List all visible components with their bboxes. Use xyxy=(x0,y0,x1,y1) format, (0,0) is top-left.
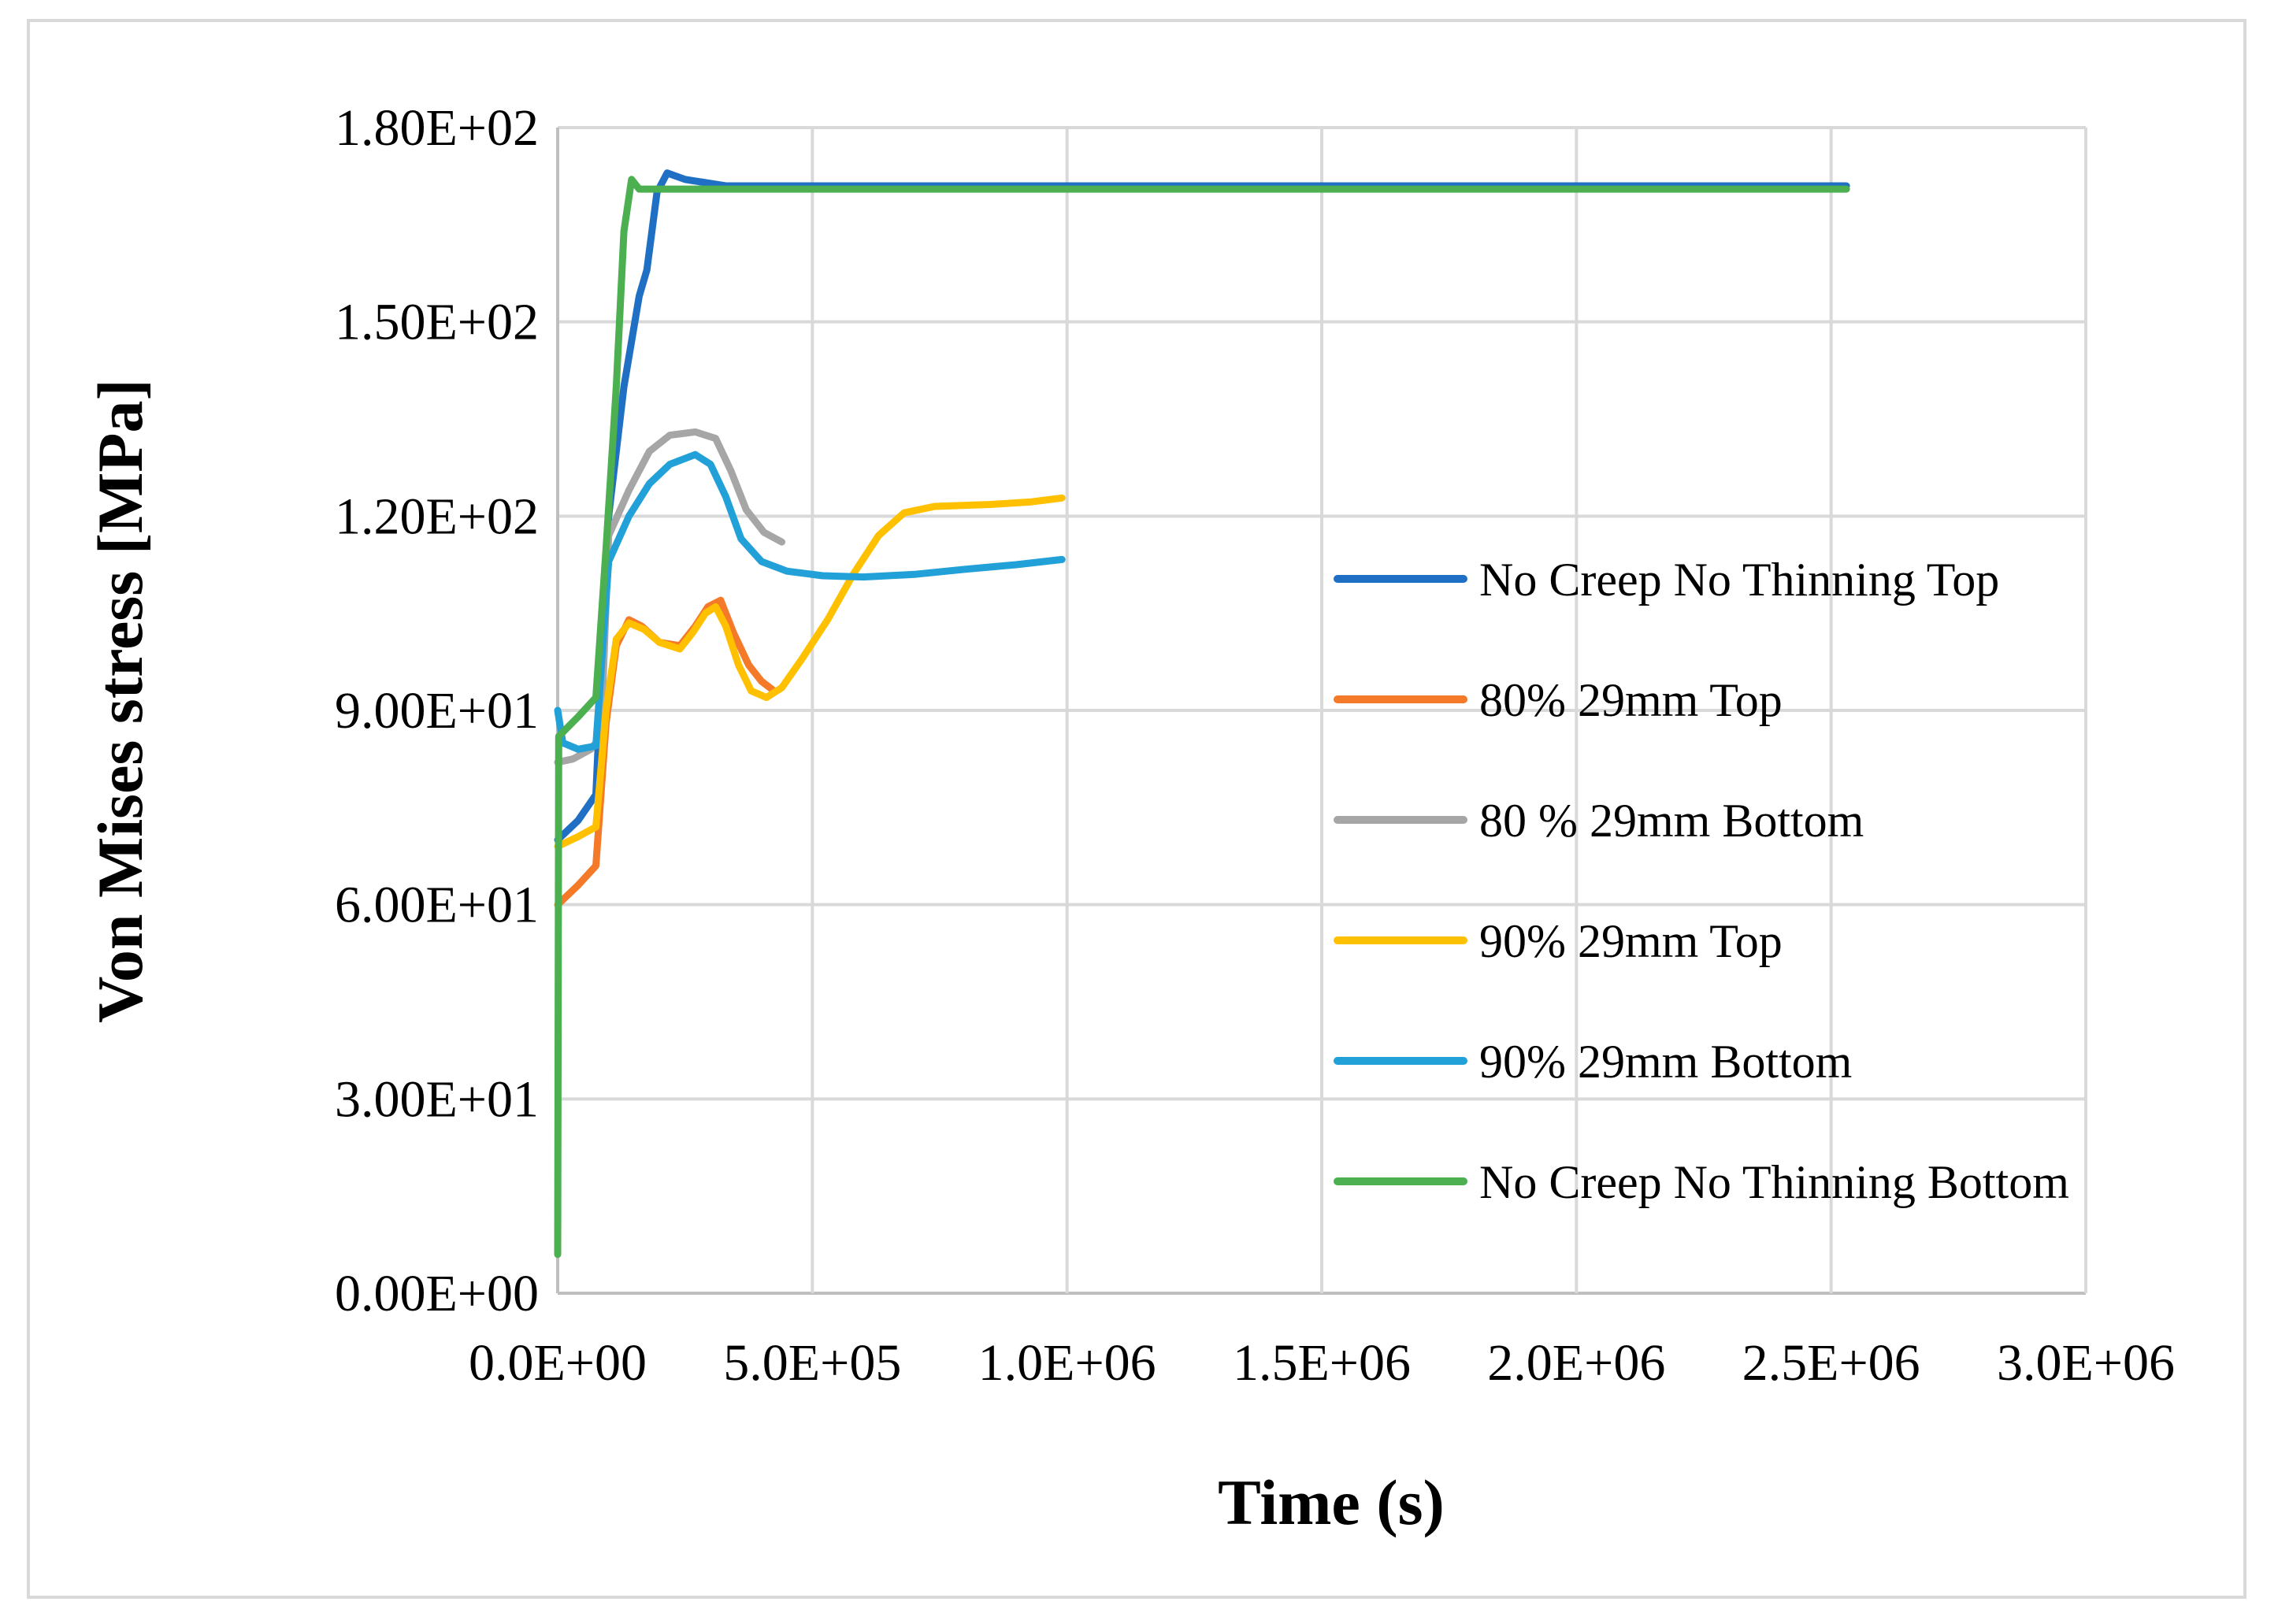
series-line-1 xyxy=(554,169,1850,844)
legend[interactable]: No Creep No Thinning Top 80% 29mm Top 80 %… xyxy=(1334,554,2069,1208)
legend-label: 90% 29mm Bottom xyxy=(1479,1036,1852,1088)
legend-label: 90% 29mm Top xyxy=(1479,915,1783,967)
legend-item-1[interactable]: No Creep No Thinning Top xyxy=(1334,554,1999,606)
y-tick-label: 1.50E+02 xyxy=(335,294,539,351)
y-tick-label: 0.00E+00 xyxy=(335,1265,539,1322)
x-tick-label: 1.5E+06 xyxy=(1233,1334,1411,1392)
x-axis-title: Time (s) xyxy=(1218,1466,1445,1538)
legend-label: No Creep No Thinning Top xyxy=(1479,554,1999,606)
y-axis-tick-labels: 0.00E+00 3.00E+01 6.00E+01 9.00E+01 1.20E+02… xyxy=(335,99,539,1322)
x-tick-label: 2.0E+06 xyxy=(1487,1334,1665,1392)
legend-item-6[interactable]: No Creep No Thinning Bottom xyxy=(1334,1156,2069,1208)
legend-label: 80% 29mm Top xyxy=(1479,674,1783,726)
legend-item-5[interactable]: 90% 29mm Bottom xyxy=(1334,1036,1852,1088)
y-tick-label: 3.00E+01 xyxy=(335,1070,539,1128)
data-series xyxy=(554,169,1850,1259)
legend-label: 80 % 29mm Bottom xyxy=(1479,795,1864,847)
y-axis-title: Von Mises stress [MPa] xyxy=(84,379,156,1023)
y-tick-label: 9.00E+01 xyxy=(335,682,539,740)
series-line-5 xyxy=(554,450,1066,753)
x-tick-label: 0.0E+00 xyxy=(469,1334,647,1392)
x-tick-label: 1.0E+06 xyxy=(978,1334,1156,1392)
y-tick-label: 6.00E+01 xyxy=(335,877,539,934)
series-line-3 xyxy=(554,428,785,766)
legend-item-4[interactable]: 90% 29mm Top xyxy=(1334,915,1783,967)
vertical-gridlines xyxy=(556,128,2087,1293)
legend-label: No Creep No Thinning Bottom xyxy=(1479,1156,2069,1208)
x-tick-label: 2.5E+06 xyxy=(1742,1334,1920,1392)
x-axis-tick-labels: 0.0E+00 5.0E+05 1.0E+06 1.5E+06 2.0E+06 2.5E+… xyxy=(469,1334,2175,1392)
x-tick-label: 3.0E+06 xyxy=(1997,1334,2175,1392)
legend-item-3[interactable]: 80 % 29mm Bottom xyxy=(1334,795,1864,847)
series-line-6 xyxy=(554,176,1850,1259)
series-line-4 xyxy=(554,494,1066,851)
x-tick-label: 5.0E+05 xyxy=(723,1334,901,1392)
legend-item-2[interactable]: 80% 29mm Top xyxy=(1334,674,1783,726)
chart-frame xyxy=(27,19,2246,1599)
y-tick-label: 1.80E+02 xyxy=(335,99,539,157)
y-tick-label: 1.20E+02 xyxy=(335,488,539,545)
